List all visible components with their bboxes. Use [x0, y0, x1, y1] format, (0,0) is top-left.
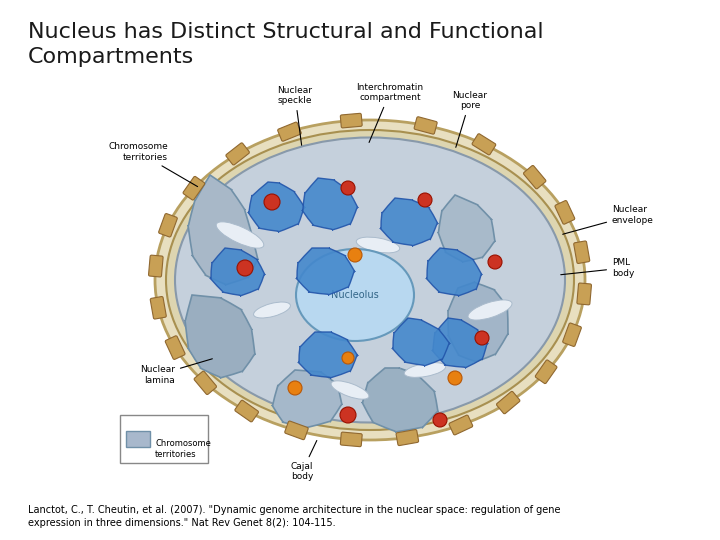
Text: Cajal
body: Cajal body [291, 441, 317, 481]
PathPatch shape [296, 248, 355, 295]
Circle shape [418, 193, 432, 207]
Text: Interchromatin
compartment: Interchromatin compartment [356, 83, 423, 143]
Ellipse shape [356, 237, 400, 253]
Circle shape [264, 194, 280, 210]
PathPatch shape [432, 318, 488, 368]
FancyBboxPatch shape [226, 143, 249, 165]
FancyBboxPatch shape [472, 134, 496, 155]
FancyBboxPatch shape [166, 336, 185, 360]
PathPatch shape [426, 248, 482, 296]
PathPatch shape [188, 175, 258, 285]
PathPatch shape [448, 282, 508, 362]
PathPatch shape [185, 295, 255, 378]
Text: Nuclear
lamina: Nuclear lamina [140, 359, 212, 384]
FancyBboxPatch shape [278, 122, 301, 141]
FancyBboxPatch shape [341, 432, 362, 447]
FancyBboxPatch shape [396, 429, 418, 445]
FancyBboxPatch shape [194, 371, 217, 395]
Text: Chromosome
territories: Chromosome territories [155, 439, 211, 459]
FancyBboxPatch shape [535, 360, 557, 383]
PathPatch shape [272, 370, 342, 428]
Ellipse shape [253, 302, 290, 318]
FancyBboxPatch shape [284, 421, 308, 440]
Text: Lanctot, C., T. Cheutin, et al. (2007). "Dynamic genome architecture in the nucl: Lanctot, C., T. Cheutin, et al. (2007). … [28, 505, 560, 528]
Circle shape [340, 407, 356, 423]
Ellipse shape [216, 222, 264, 248]
Text: Nuclear
pore: Nuclear pore [452, 91, 487, 147]
PathPatch shape [248, 182, 305, 232]
Circle shape [488, 255, 502, 269]
Ellipse shape [331, 381, 369, 399]
PathPatch shape [380, 198, 438, 246]
FancyBboxPatch shape [235, 400, 258, 422]
Circle shape [475, 331, 489, 345]
Text: Nucleolus: Nucleolus [331, 290, 379, 300]
FancyBboxPatch shape [341, 113, 362, 128]
Text: PML
body: PML body [561, 258, 634, 278]
Ellipse shape [166, 130, 574, 430]
FancyBboxPatch shape [158, 213, 177, 237]
PathPatch shape [302, 178, 358, 230]
FancyBboxPatch shape [574, 241, 590, 264]
FancyBboxPatch shape [523, 165, 546, 189]
Circle shape [341, 181, 355, 195]
FancyBboxPatch shape [449, 415, 473, 435]
FancyBboxPatch shape [555, 200, 575, 224]
FancyBboxPatch shape [150, 296, 166, 319]
PathPatch shape [392, 318, 450, 366]
FancyBboxPatch shape [563, 323, 581, 347]
FancyBboxPatch shape [497, 392, 520, 414]
PathPatch shape [362, 368, 438, 432]
Circle shape [348, 248, 362, 262]
FancyBboxPatch shape [183, 177, 204, 200]
Circle shape [448, 371, 462, 385]
Text: Nuclear
speckle: Nuclear speckle [277, 86, 312, 145]
FancyBboxPatch shape [577, 283, 591, 305]
Bar [126, 431, 150, 447]
Text: Nucleus has Distinct Structural and Functional
Compartments: Nucleus has Distinct Structural and Func… [28, 22, 544, 67]
PathPatch shape [438, 195, 495, 262]
Text: Nuclear
envelope: Nuclear envelope [562, 205, 654, 234]
FancyBboxPatch shape [414, 117, 437, 134]
Ellipse shape [155, 120, 585, 440]
Text: Chromosome
territories: Chromosome territories [108, 143, 197, 187]
Ellipse shape [405, 363, 446, 377]
FancyBboxPatch shape [148, 255, 163, 277]
PathPatch shape [298, 332, 358, 378]
Ellipse shape [296, 249, 414, 341]
Circle shape [433, 413, 447, 427]
Ellipse shape [468, 300, 512, 320]
Bar [120, 415, 208, 463]
Circle shape [288, 381, 302, 395]
Ellipse shape [175, 138, 565, 422]
PathPatch shape [210, 248, 265, 296]
Circle shape [342, 352, 354, 364]
Circle shape [237, 260, 253, 276]
